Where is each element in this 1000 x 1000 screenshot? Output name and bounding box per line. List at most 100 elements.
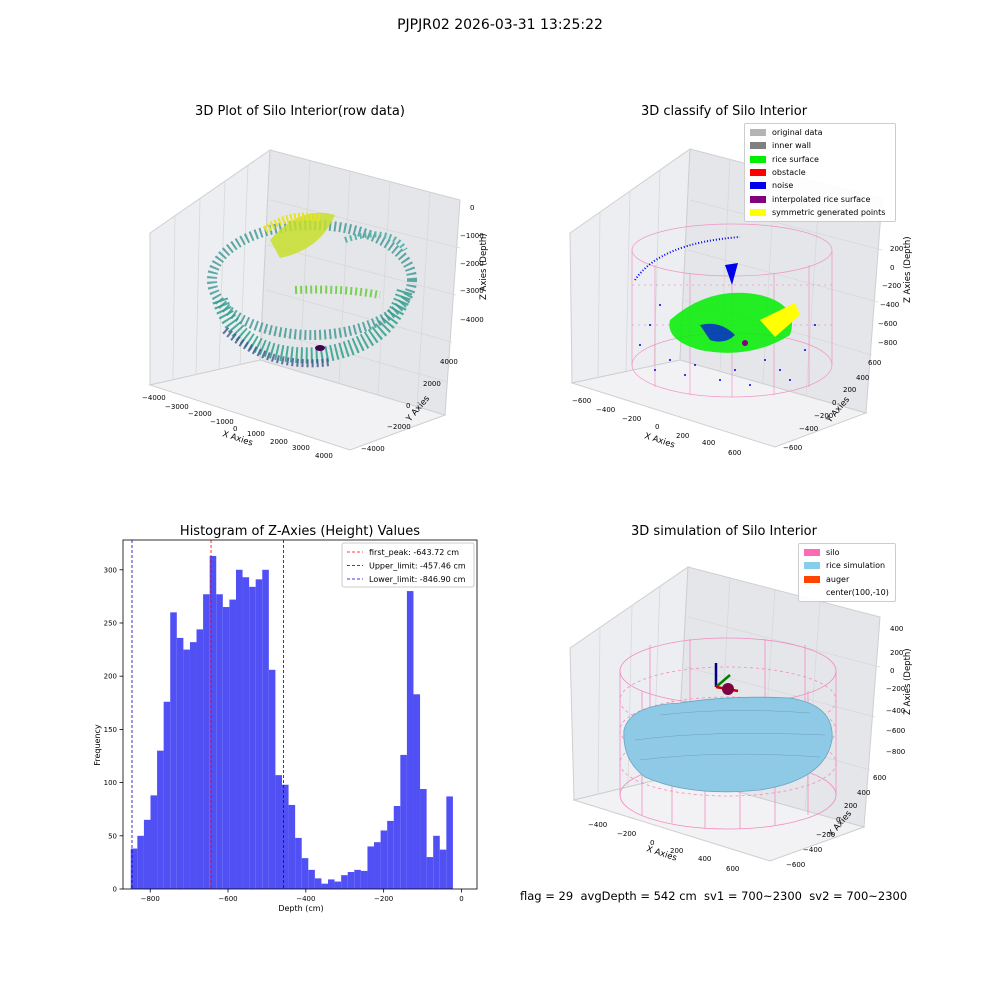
simulation-plot-title: 3D simulation of Silo Interior	[631, 524, 817, 539]
simulation-legend-swatch	[804, 575, 820, 583]
histogram-bar	[308, 869, 315, 889]
classify-ztick: −200	[882, 282, 901, 290]
classify-xtick: 400	[702, 439, 715, 447]
classify-ytick: 0	[832, 399, 836, 407]
classify-legend-swatch	[750, 155, 766, 163]
simulation-ztick: 400	[890, 625, 903, 633]
histogram-bar	[163, 701, 171, 889]
classify-legend-label: rice surface	[772, 154, 819, 164]
simulation-ytick: 0	[836, 816, 840, 824]
classify-ytick: −400	[799, 425, 818, 433]
raw-xtick: 4000	[315, 452, 333, 460]
histogram-bar	[183, 649, 190, 889]
classify-ytick: 600	[868, 359, 881, 367]
classify-xtick: 200	[676, 432, 689, 440]
classify-legend-item: inner wall	[745, 139, 895, 152]
classify-legend-label: symmetric generated points	[772, 207, 886, 217]
histogram-bar	[295, 837, 302, 889]
simulation-legend-swatch	[804, 589, 820, 596]
classify-zlabel: Z Axies (Depth)	[903, 236, 913, 303]
histogram-bar	[268, 669, 276, 889]
classify-legend: original data inner wall rice surface obsta…	[744, 123, 896, 223]
raw-xtick: −3000	[165, 403, 189, 411]
histogram-title: Histogram of Z-Axies (Height) Values	[179, 524, 421, 539]
simulation-ytick: 400	[857, 789, 870, 797]
simulation-legend-label: center(100,-10)	[826, 588, 889, 598]
histogram-bar	[328, 879, 335, 889]
classify-xtick: −400	[596, 406, 615, 414]
raw-xtick: 0	[233, 425, 237, 433]
histogram-bar	[157, 750, 164, 889]
raw-ytick: 0	[406, 402, 410, 410]
histogram-ytick-label: 250	[104, 619, 117, 627]
classify-xtick: −200	[622, 415, 641, 423]
histogram-bar	[262, 569, 269, 889]
histogram-bar	[347, 871, 355, 889]
classify-legend-item: obstacle	[745, 166, 895, 179]
classify-ztick: −800	[878, 339, 897, 347]
histogram-bar	[341, 875, 348, 889]
histogram-ytick-label: 300	[104, 566, 117, 574]
classify-xlabel: X Axies	[643, 431, 676, 450]
status-footer: flag = 29 avgDepth = 542 cm sv1 = 700~23…	[520, 889, 908, 903]
simulation-xtick: 0	[650, 839, 654, 847]
histogram-bars	[130, 555, 453, 889]
histogram-bar	[406, 591, 414, 889]
simulation-legend-item: silo	[799, 546, 895, 559]
simulation-ticks: −400 −200 0 200 400 600 600 400 200 0 −2…	[588, 625, 905, 873]
histogram-bar	[130, 848, 138, 889]
histogram-bar	[196, 629, 204, 889]
classify-ztick: −600	[878, 320, 897, 328]
simulation-ytick: 600	[873, 774, 886, 782]
classify-legend-swatch	[750, 195, 766, 203]
histogram-bar	[354, 869, 361, 889]
simulation-ytick: −200	[816, 831, 835, 839]
histogram-bar	[367, 846, 375, 889]
raw-3d-point-cloud	[207, 212, 417, 368]
simulation-ytick: −600	[786, 861, 805, 869]
histogram-bar	[288, 804, 296, 889]
histogram-bar	[275, 775, 282, 889]
raw-zlabel: Z Axies (Depth)	[479, 233, 489, 300]
raw-xtick: −2000	[188, 410, 212, 418]
histogram-ytick-label: 0	[113, 886, 117, 894]
simulation-ztick: −600	[886, 727, 905, 735]
classify-ytick: 200	[843, 386, 856, 394]
histogram-bar	[446, 796, 453, 889]
raw-ztick: −2000	[460, 260, 484, 268]
classify-ticks: −600 −400 −200 0 200 400 600 600 400 200…	[572, 245, 903, 457]
histogram-bar	[150, 795, 158, 889]
histogram-ytick-label: 200	[104, 673, 117, 681]
classify-legend-swatch	[750, 129, 766, 137]
histogram-bar	[334, 881, 342, 889]
histogram-ytick-label: 50	[108, 832, 117, 840]
classify-ytick: −600	[783, 444, 802, 452]
raw-xtick: −4000	[142, 394, 166, 402]
histogram-xtick-label: −200	[374, 895, 393, 903]
classify-legend-item: symmetric generated points	[745, 206, 895, 219]
raw-3d-plot: −4000 −3000 −2000 −1000 0 1000 2000 3000…	[142, 149, 489, 460]
histogram-bar	[281, 784, 289, 889]
simulation-legend-swatch	[804, 549, 820, 557]
histogram-bar	[242, 577, 250, 889]
histogram-axes: −800 −600 −400 −200 0 0 50 100 150 200 250 300	[104, 539, 478, 903]
histogram-legend-label: first_peak: -643.72 cm	[369, 548, 459, 557]
simulation-xtick: −200	[617, 830, 636, 838]
figure-title: PJPJR02 2026-03-31 13:25:22	[397, 17, 603, 33]
raw-ztick: 0	[470, 204, 474, 212]
histogram-bar	[189, 642, 197, 889]
histogram-legend-label: Upper_limit: -457.46 cm	[369, 562, 466, 571]
classify-ztick: 0	[890, 264, 894, 272]
simulation-legend-item: auger	[799, 573, 895, 586]
histogram-bar	[420, 788, 427, 889]
histogram-bar	[374, 842, 381, 889]
classify-legend-item: noise	[745, 179, 895, 192]
classify-legend-swatch	[750, 142, 766, 150]
histogram-legend-label: Lower_limit: -846.90 cm	[369, 575, 466, 584]
simulation-zlabel: Z Axies (Depth)	[903, 648, 913, 715]
raw-ytick: −2000	[387, 423, 411, 431]
simulation-legend-item: rice simulation	[799, 559, 895, 572]
raw-3d-ticks: −4000 −3000 −2000 −1000 0 1000 2000 3000…	[142, 204, 484, 460]
histogram-bar	[387, 820, 394, 889]
raw-ytick: 2000	[423, 380, 441, 388]
